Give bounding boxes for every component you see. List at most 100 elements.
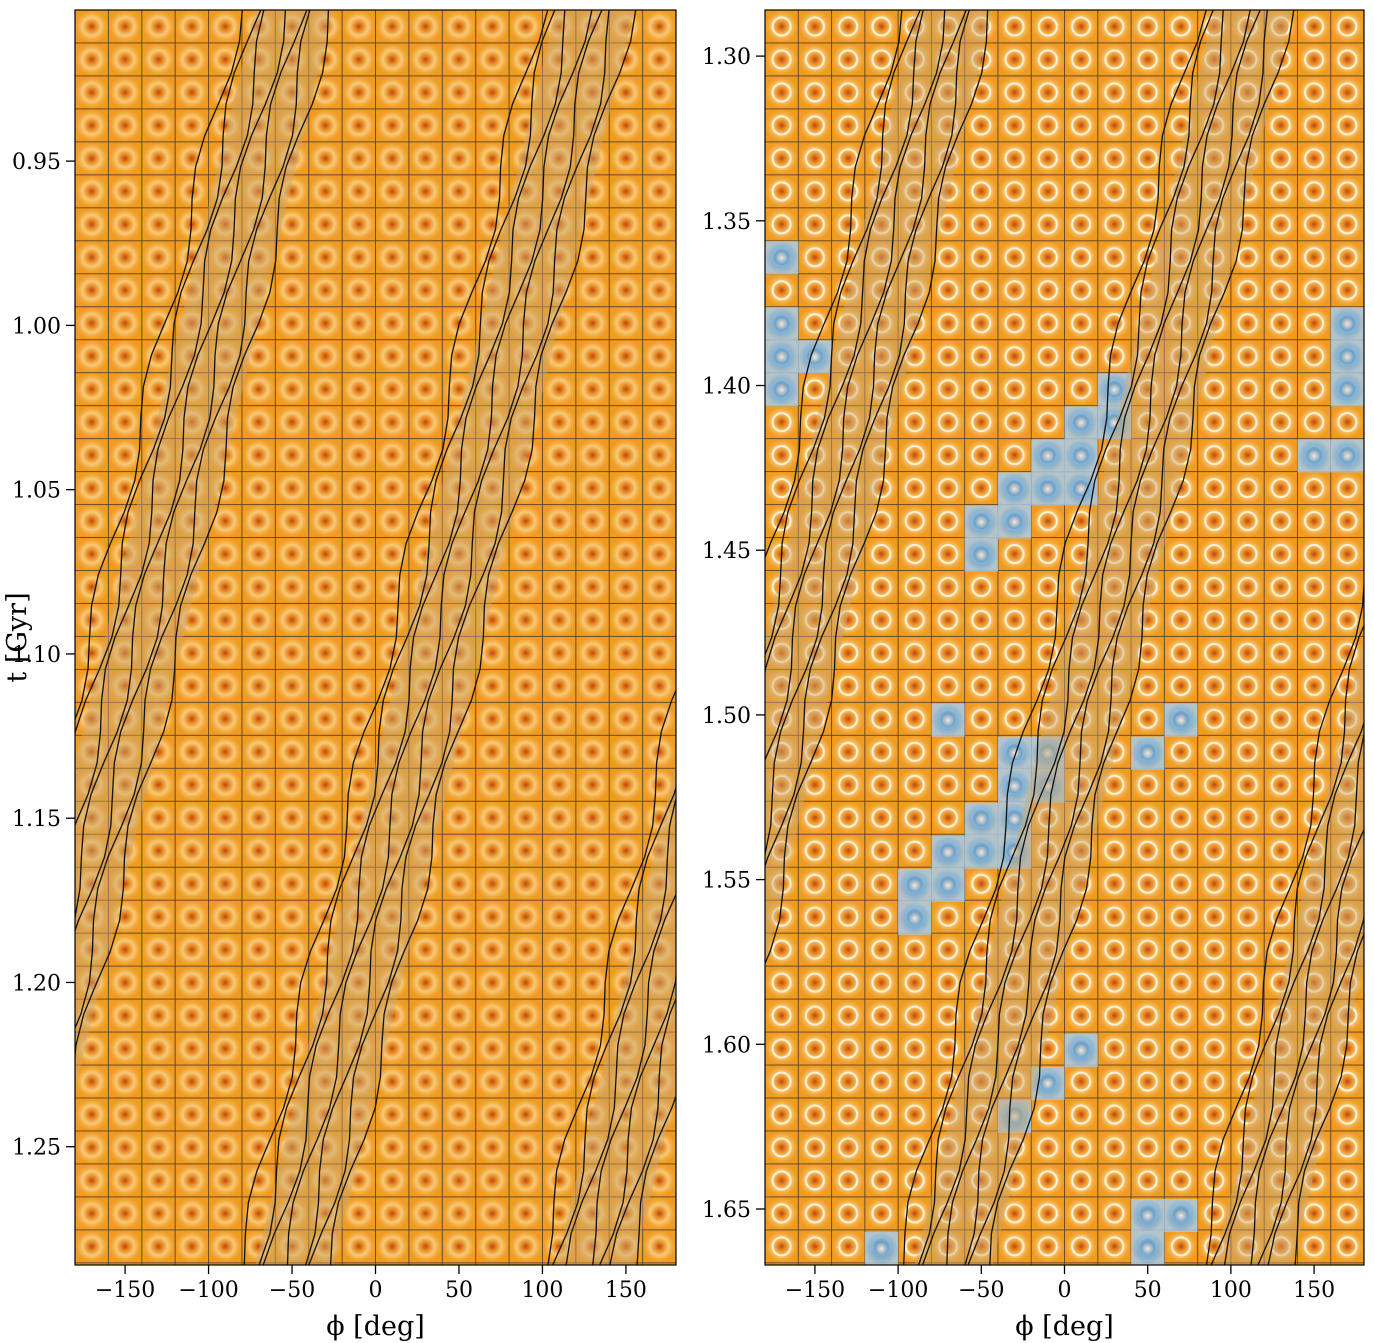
contour-line (75, 10, 243, 722)
y-tick-label: 1.45 (702, 539, 751, 564)
highlight-tile (931, 868, 965, 902)
contour-line (917, 10, 1214, 1265)
highlight-tile (1131, 1198, 1165, 1232)
highlight-tile (964, 505, 998, 539)
contour-line (75, 10, 330, 1064)
y-tick-label: 1.10 (12, 643, 61, 668)
contour-line (1250, 731, 1364, 1265)
highlight-tile (1064, 406, 1098, 440)
highlight-tile (964, 835, 998, 869)
contour-line (547, 688, 676, 1265)
contour-line (609, 997, 676, 1265)
y-tick-label: 1.30 (702, 45, 751, 70)
highlight-tile (1064, 1033, 1098, 1067)
panel: −150 −100 −50 0 50 100 150 0.95 1.00 1.05 1.10 1.15… (2, 9, 677, 1342)
y-tick-label: 1.25 (12, 1136, 61, 1161)
x-axis-label: ϕ [deg] (1015, 1311, 1114, 1342)
y-tick-label: 1.15 (12, 807, 61, 832)
highlight-tile (964, 538, 998, 572)
highlight-tile (997, 505, 1032, 539)
highlight-tile (765, 241, 799, 275)
highlight-tile (1330, 307, 1364, 341)
highlight-tile (1297, 439, 1331, 473)
density-band (555, 762, 676, 1265)
y-tick-label: 1.20 (12, 971, 61, 996)
highlight-tile (1064, 439, 1098, 473)
contour-line (765, 10, 903, 560)
highlight-tile (1330, 439, 1364, 473)
contour-line (1210, 623, 1364, 1265)
contour-line (964, 10, 1261, 1265)
tile-image (75, 10, 676, 1265)
contour-line (989, 10, 1295, 1265)
contour-line (765, 10, 921, 657)
y-tick-label: 1.00 (12, 314, 61, 339)
y-tick-label: 1.40 (702, 375, 751, 400)
y-tick-label: 1.60 (702, 1033, 751, 1058)
highlight-tile (1031, 472, 1065, 506)
highlight-tile (931, 703, 965, 737)
highlight-tile (1097, 406, 1132, 440)
highlight-tile (1164, 1198, 1198, 1232)
y-tick-label: 1.65 (702, 1198, 751, 1223)
x-tick-label: −150 (785, 1278, 845, 1303)
x-tick-label: 150 (605, 1278, 647, 1303)
highlight-tile (1131, 1231, 1165, 1265)
contour-line (1267, 910, 1364, 1265)
y-tick-label: 1.50 (702, 704, 751, 729)
highlight-tile (1330, 340, 1364, 374)
highlight-tile (997, 1099, 1032, 1133)
highlight-tile (864, 1231, 899, 1265)
highlight-tile (765, 340, 799, 374)
contour-line (946, 10, 1251, 1265)
y-tick-label: 1.55 (702, 869, 751, 894)
panel: −150 −100 −50 0 50 100 150 1.30 1.35 1.40 1.45 1.50… (702, 9, 1365, 1342)
highlight-tile (997, 472, 1032, 506)
contour-line (1205, 573, 1364, 1265)
contour-line (765, 10, 970, 869)
contours (765, 10, 1364, 1265)
contour-line (262, 10, 566, 1265)
contour-line (75, 10, 265, 827)
contour-line (329, 10, 637, 1265)
y-axis-label: t [Gyr] (2, 592, 33, 682)
contours (75, 10, 676, 1265)
x-tick-label: −150 (95, 1278, 155, 1303)
x-axis-label: ϕ [deg] (326, 1311, 425, 1342)
contour-line (599, 969, 676, 1265)
y-tick-label: 0.95 (12, 150, 61, 175)
x-tick-label: 100 (521, 1278, 563, 1303)
highlight-tile (898, 901, 932, 935)
x-tick-label: 0 (1058, 1278, 1072, 1303)
highlight-tile (1164, 703, 1198, 737)
contour-line (921, 10, 1224, 1265)
highlight-tile (1031, 769, 1065, 803)
x-tick-label: 150 (1293, 1278, 1335, 1303)
x-tick-label: −100 (868, 1278, 928, 1303)
x-tick-label: 50 (445, 1278, 473, 1303)
highlight-tile (765, 307, 799, 341)
contour-line (308, 10, 610, 1265)
contour-line (305, 10, 603, 1265)
highlight-tile (997, 802, 1032, 836)
contour-line (75, 10, 308, 933)
density-band (1214, 637, 1364, 1265)
x-tick-label: −50 (958, 1278, 1004, 1303)
contour-line (765, 10, 989, 965)
highlight-tile (997, 736, 1032, 770)
contour-line (75, 10, 287, 921)
x-tick-label: 100 (1210, 1278, 1252, 1303)
contour-line (565, 795, 676, 1265)
contour-line (765, 10, 924, 678)
contour-line (1294, 932, 1364, 1265)
contour-line (552, 785, 676, 1265)
x-tick-label: 0 (369, 1278, 383, 1303)
density-band (255, 10, 634, 1265)
highlight-tile (765, 373, 799, 407)
density-band (75, 10, 334, 1090)
contour-line (258, 10, 556, 1265)
contour-line (765, 10, 946, 762)
contour-line (903, 10, 1207, 1265)
contour-line (592, 892, 676, 1265)
